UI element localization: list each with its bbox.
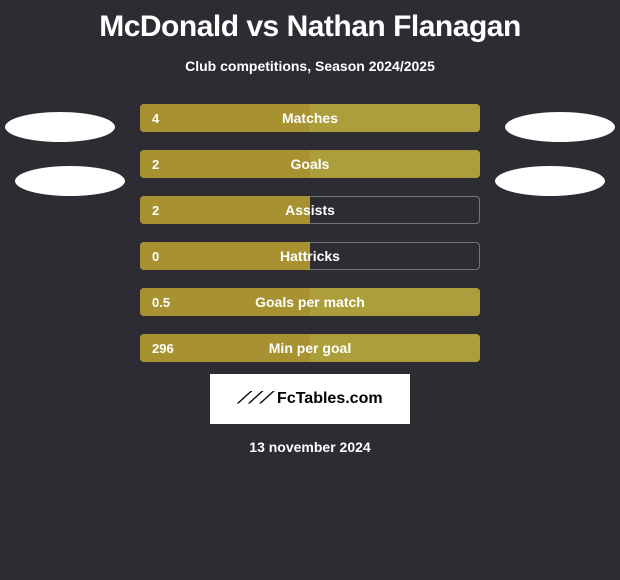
bar-segment-left — [140, 150, 310, 178]
player-left-mark-2 — [15, 166, 125, 196]
branding-logo-icon: ⟋⟋⟋ — [237, 390, 271, 408]
bar-row: 2Assists — [140, 196, 480, 224]
bar-row: 296Min per goal — [140, 334, 480, 362]
player-left-mark-1 — [5, 112, 115, 142]
bar-segment-left — [140, 104, 310, 132]
player-right-mark-1 — [505, 112, 615, 142]
comparison-chart: 4Matches 2Goals 2Assists 0Hattricks 0.5Goals… — [0, 104, 620, 364]
bar-value-left: 0 — [152, 242, 159, 270]
bar-segment-right — [310, 104, 480, 132]
bar-value-left: 4 — [152, 104, 159, 132]
player-right-mark-2 — [495, 166, 605, 196]
page-title: McDonald vs Nathan Flanagan — [0, 0, 620, 44]
bar-segment-right — [310, 288, 480, 316]
bar-value-left: 2 — [152, 150, 159, 178]
bar-row: 4Matches — [140, 104, 480, 132]
branding-text: FcTables.com — [277, 390, 383, 408]
bar-value-left: 0.5 — [152, 288, 170, 316]
bar-list: 4Matches 2Goals 2Assists 0Hattricks 0.5Goals… — [140, 104, 480, 380]
bar-value-left: 2 — [152, 196, 159, 224]
branding-badge: ⟋⟋⟋ FcTables.com — [210, 374, 410, 424]
bar-segment-right — [310, 334, 480, 362]
subtitle: Club competitions, Season 2024/2025 — [0, 58, 620, 74]
bar-value-left: 296 — [152, 334, 174, 362]
bar-segment-left — [140, 196, 310, 224]
bar-segment-left — [140, 242, 310, 270]
bar-row: 0.5Goals per match — [140, 288, 480, 316]
date-line: 13 november 2024 — [0, 439, 620, 455]
bar-segment-right — [310, 150, 480, 178]
bar-row: 2Goals — [140, 150, 480, 178]
bar-row: 0Hattricks — [140, 242, 480, 270]
